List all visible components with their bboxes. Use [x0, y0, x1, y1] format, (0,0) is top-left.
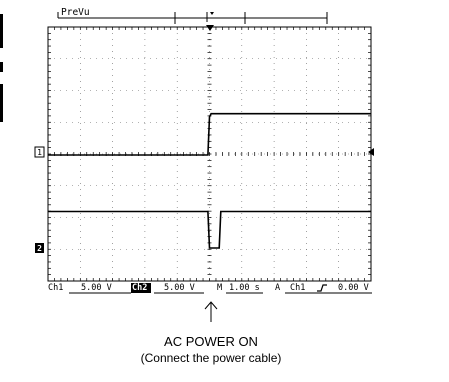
- ch2-marker-label: 2: [37, 244, 42, 253]
- annotation-subtitle: (Connect the power cable): [140, 351, 282, 365]
- record-view-bar: [57, 12, 328, 24]
- left-edge-bar-bottom: [0, 84, 3, 122]
- ch1-ground-marker: [34, 146, 45, 158]
- up-arrow-icon: [204, 301, 218, 322]
- timebase-value: 1.00 s: [229, 283, 260, 293]
- timebase-label: M: [217, 283, 223, 293]
- ch1-trace: [48, 112, 371, 156]
- trigger-mode: A: [275, 283, 281, 293]
- ch1-marker-label: 1: [37, 148, 42, 157]
- ch2-label-background: [131, 283, 151, 293]
- left-edge-bar-mid: [0, 62, 3, 72]
- ch2-trace: [48, 210, 371, 249]
- ch2-scale: 5.00 V: [164, 283, 195, 293]
- ch2-ground-marker: [35, 243, 44, 253]
- ch2-name: Ch2: [132, 283, 148, 293]
- prevu-label: PreVu: [61, 7, 90, 18]
- trigger-level-marker-icon: [368, 148, 374, 156]
- rising-edge-icon: [317, 284, 327, 292]
- trigger-source: Ch1: [290, 283, 306, 293]
- ch1-scale: 5.00 V: [81, 283, 112, 293]
- left-edge-bar-top: [0, 14, 3, 48]
- graticule-grid: [47, 26, 372, 282]
- annotation-title: AC POWER ON: [164, 334, 258, 349]
- trigger-level: 0.00 V: [338, 283, 369, 293]
- ch1-name: Ch1: [48, 283, 64, 293]
- trigger-position-marker-icon: [206, 25, 214, 31]
